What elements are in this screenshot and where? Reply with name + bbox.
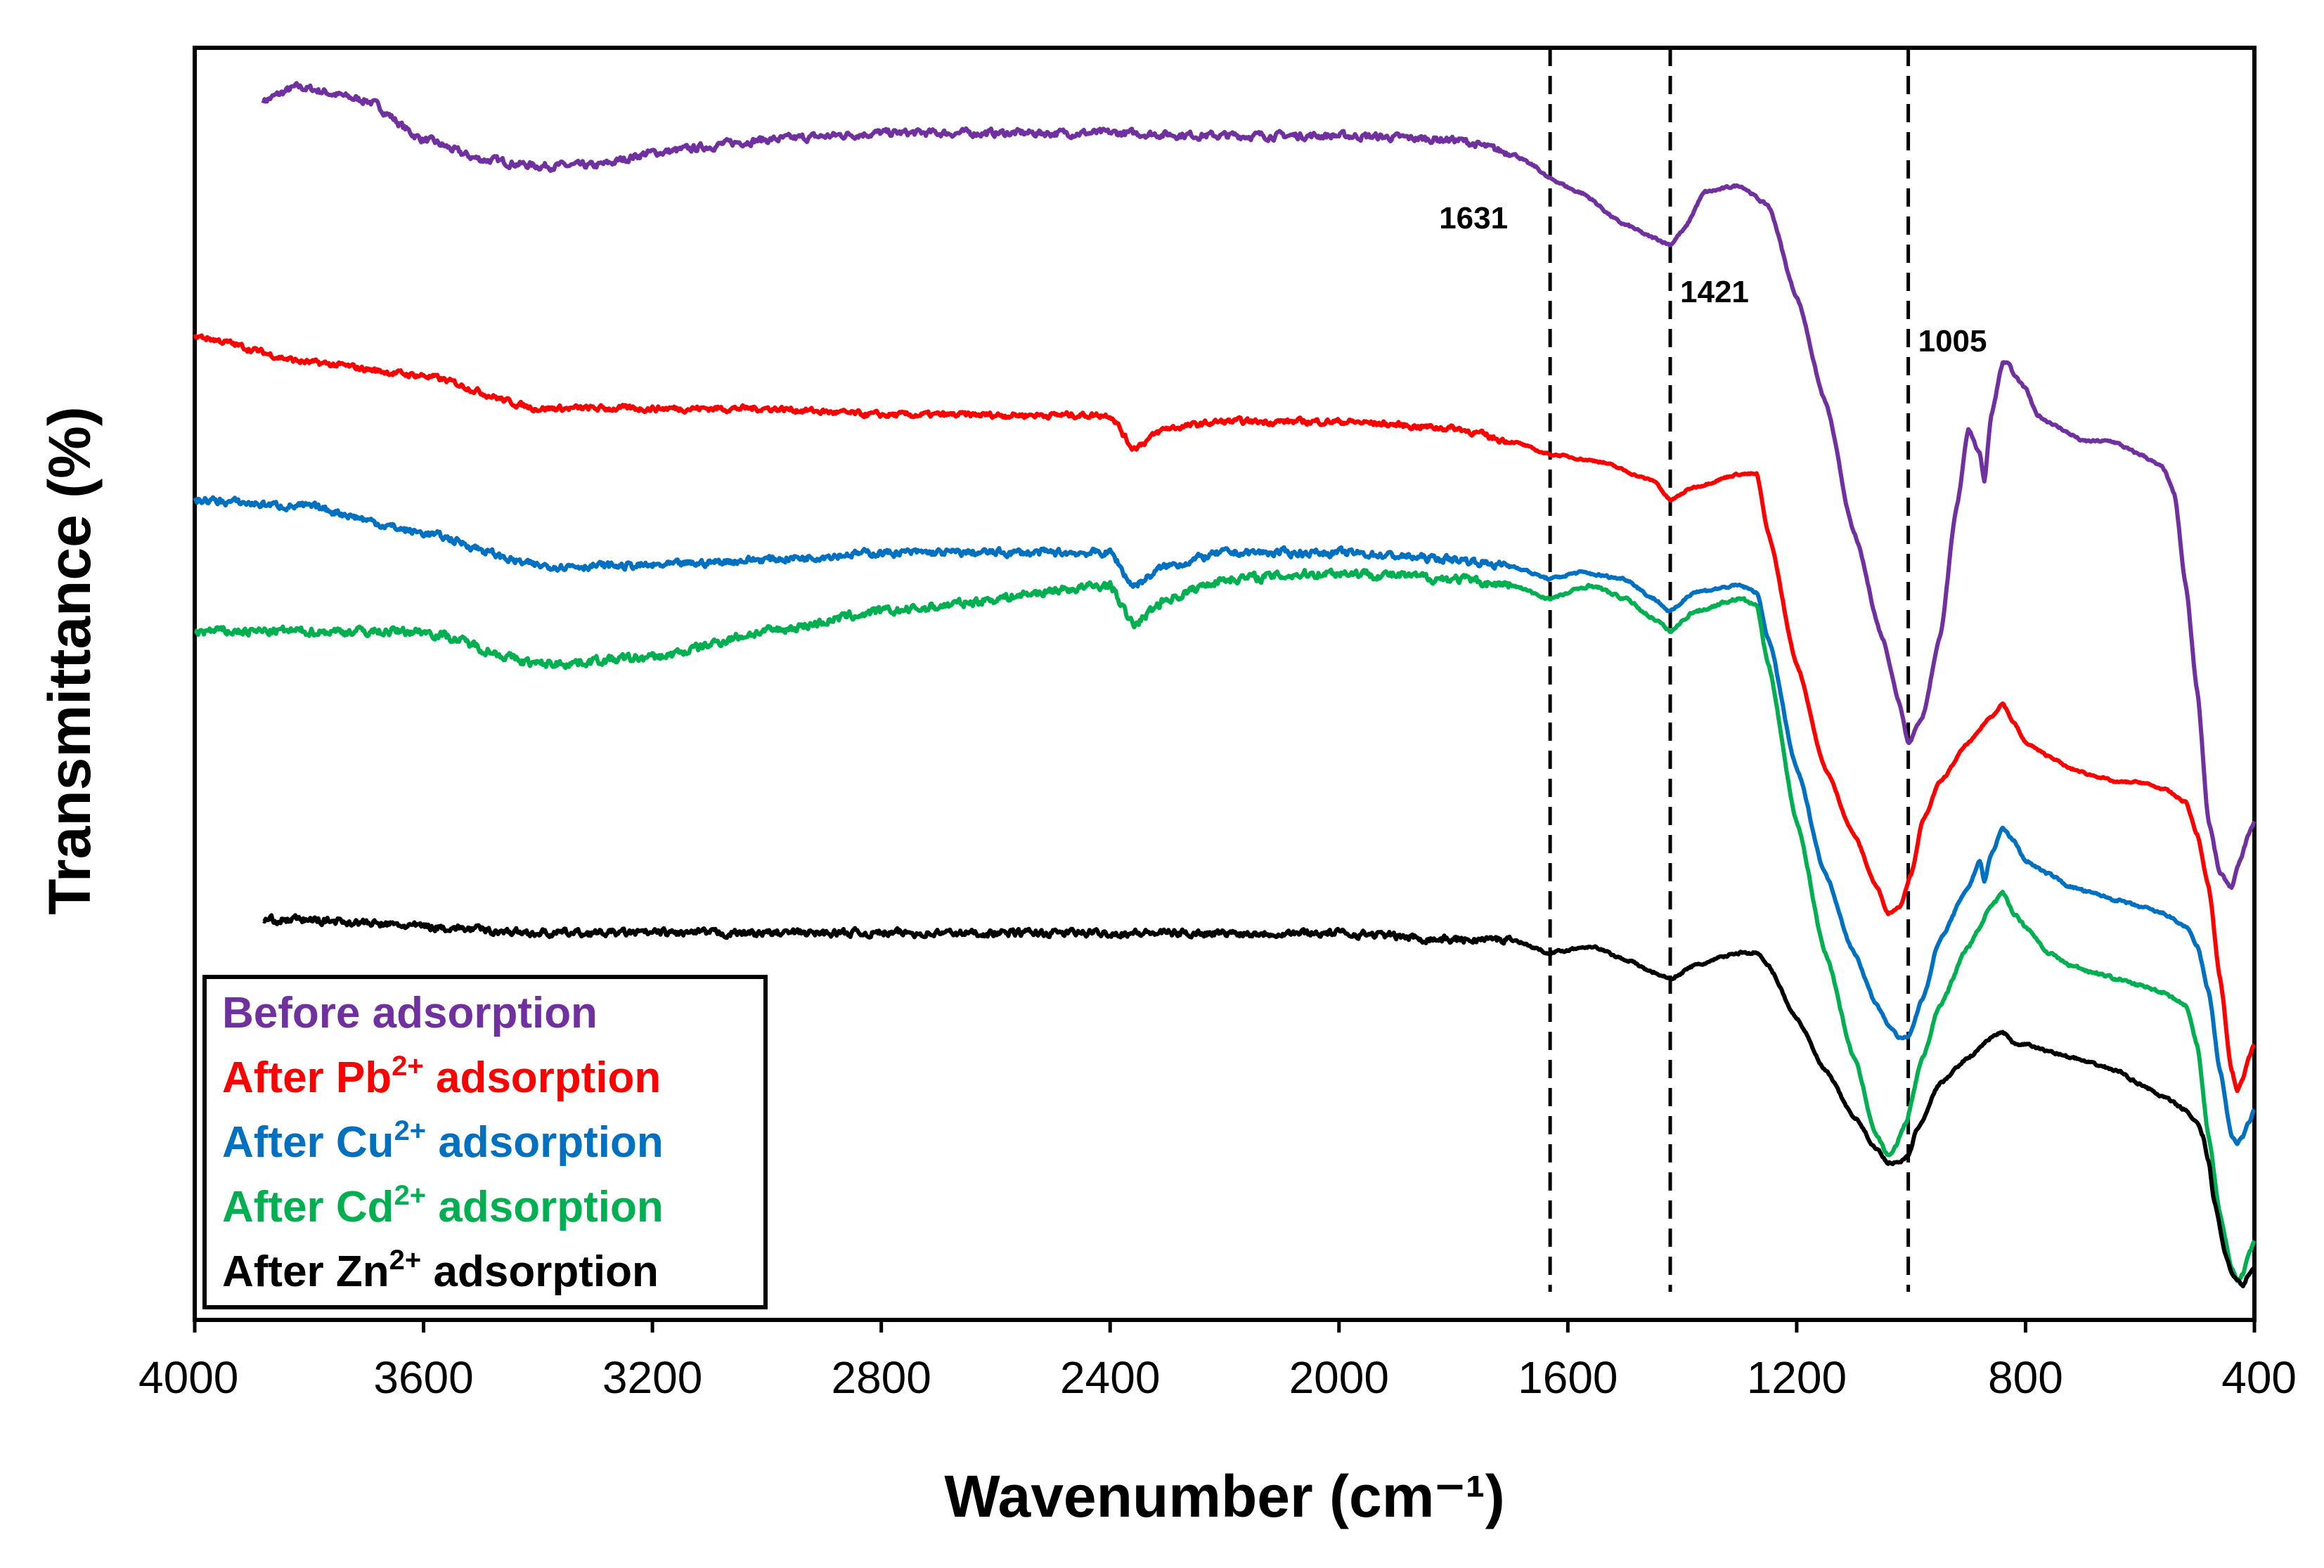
x-axis-ticks: 4000 3600 3200 2800 2400 2000 1600 1200 800 400	[138, 1320, 2297, 1403]
series-line-1	[261, 81, 2257, 890]
legend-superscript: 2+	[392, 1051, 424, 1082]
x-tick-label: 4000	[138, 1352, 238, 1403]
y-axis-title: Transmittance (%)	[37, 406, 103, 915]
x-tick-label: 3200	[602, 1352, 702, 1403]
x-tick-label: 2000	[1289, 1352, 1389, 1403]
x-tick-label: 2400	[1060, 1352, 1160, 1403]
x-tick-label: 800	[1988, 1352, 2063, 1403]
legend-entry: After Cd2+ adsorption	[222, 1180, 664, 1231]
x-tick-label: 3600	[373, 1352, 473, 1403]
legend-entry: After Pb2+ adsorption	[222, 1051, 661, 1102]
peak-label-1421: 1421	[1680, 275, 1749, 309]
x-tick-label: 1200	[1747, 1352, 1847, 1403]
legend-superscript: 2+	[394, 1115, 427, 1146]
reference-lines: 1631 1421 1005	[1439, 48, 1987, 1292]
series-line-4	[193, 567, 2257, 1283]
legend-entry: After Zn2+ adsorption	[222, 1245, 659, 1296]
legend-label: After Zn	[222, 1248, 389, 1296]
legend-label: After Cd	[222, 1183, 394, 1231]
series-line-2	[193, 333, 2256, 1094]
legend-suffix: adsorption	[426, 1183, 664, 1231]
legend-suffix: adsorption	[424, 1054, 661, 1102]
series-line-5	[262, 913, 2257, 1289]
legend-suffix: adsorption	[426, 1118, 664, 1167]
peak-label-1005: 1005	[1918, 324, 1987, 358]
legend-superscript: 2+	[394, 1180, 427, 1211]
legend-label: Before adsorption	[222, 989, 598, 1037]
spectra-series	[193, 81, 2257, 1289]
x-tick-label: 1600	[1518, 1352, 1618, 1403]
series-line-3	[193, 495, 2257, 1146]
legend-suffix: adsorption	[421, 1248, 659, 1296]
legend-entry: After Cu2+ adsorption	[222, 1115, 664, 1167]
peak-label-1631: 1631	[1439, 201, 1508, 235]
x-tick-label: 400	[2221, 1352, 2297, 1403]
legend-superscript: 2+	[389, 1245, 422, 1276]
legend-entry: Before adsorption	[222, 989, 598, 1037]
legend-box	[202, 975, 768, 1309]
legend-label: After Pb	[222, 1054, 392, 1102]
x-axis-title: Wavenumber (cm⁻¹)	[944, 1463, 1504, 1529]
x-tick-label: 2800	[831, 1352, 931, 1403]
legend-label: After Cu	[222, 1118, 394, 1167]
